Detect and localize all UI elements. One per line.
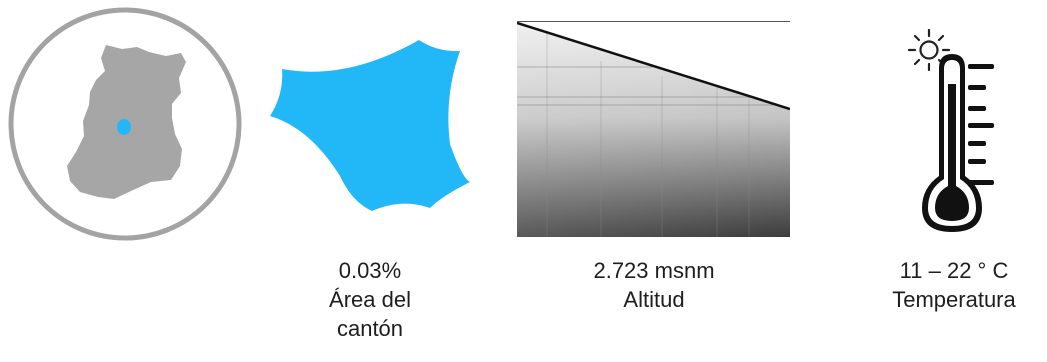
sun-icon [907, 28, 951, 72]
locator-ring [8, 7, 242, 241]
thermometer-mercury [935, 84, 969, 221]
location-dot [117, 119, 131, 135]
altitude-slope-line [516, 21, 791, 111]
altitude-panel [516, 21, 791, 237]
temperature-value: 11 – 22 ° C [899, 258, 1009, 283]
area-label-line1: Área del [329, 287, 411, 312]
parish-shape-icon [270, 40, 470, 211]
altitude-caption: 2.723 msnm Altitud [534, 256, 774, 314]
locator-panel [0, 0, 256, 250]
thermometer-scale [968, 64, 994, 185]
temperature-caption: 11 – 22 ° C Temperatura [864, 256, 1044, 314]
region-locator-map-icon [8, 7, 242, 241]
area-panel [262, 36, 480, 221]
altitude-value: 2.723 msnm [593, 258, 715, 283]
altitude-gradient-icon [516, 21, 791, 237]
temperature-label: Temperatura [892, 287, 1016, 312]
altitude-faint-lines [546, 31, 750, 237]
temperature-panel [890, 26, 1000, 236]
area-value: 0.03% [338, 258, 402, 283]
area-caption: 0.03% Área del cantón [270, 256, 470, 343]
thermometer-with-sun-icon [907, 28, 994, 232]
area-label-line2: cantón [336, 316, 404, 341]
parish-shape [270, 40, 470, 211]
altitude-label: Altitud [623, 287, 685, 312]
